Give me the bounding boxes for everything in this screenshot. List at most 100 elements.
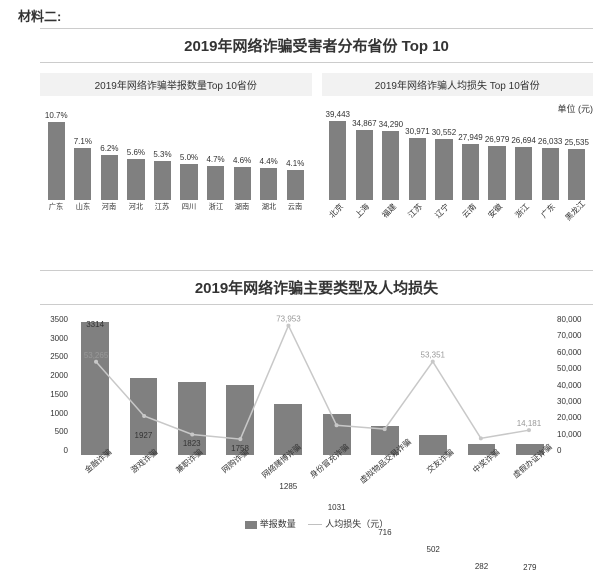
bar-value: 26,033	[538, 137, 562, 146]
ytick-left: 1000	[40, 409, 68, 418]
bar-value: 5.6%	[127, 148, 145, 157]
legend-bar-swatch	[245, 521, 257, 529]
bar-label: 四川	[182, 203, 196, 210]
combo-bar-value: 1031	[328, 503, 346, 512]
bar-col: 26,033广东	[538, 137, 563, 211]
bar-col: 34,867上海	[352, 119, 377, 211]
bar	[542, 148, 559, 200]
bar-value: 7.1%	[74, 137, 92, 146]
bar-value: 26,979	[485, 135, 509, 144]
section2-title: 2019年网络诈骗主要类型及人均损失	[40, 270, 593, 305]
bar-col: 26,694浙江	[511, 136, 536, 211]
ytick-right: 30,000	[557, 397, 593, 406]
bar	[260, 168, 277, 200]
combo-col: 1758	[217, 385, 263, 455]
section2: 2019年网络诈骗主要类型及人均损失 350030002500200015001…	[40, 270, 593, 530]
bar-value: 27,949	[458, 133, 482, 142]
bar-col: 34,290福建	[379, 120, 404, 211]
right-unit: 单位 (元)	[322, 102, 594, 114]
bar-label: 浙江	[208, 203, 222, 210]
bar-col: 27,949云南	[458, 133, 483, 211]
bar-label: 广东	[540, 203, 557, 220]
ytick-right: 10,000	[557, 430, 593, 439]
ytick-left: 2000	[40, 371, 68, 380]
bar-label: 福建	[381, 203, 398, 220]
bar-value: 26,694	[511, 136, 535, 145]
legend-line-swatch	[308, 524, 322, 525]
bar-col: 4.7% 浙江	[203, 155, 228, 211]
bar-col: 5.3%江苏	[150, 150, 175, 211]
section1: 2019年网络诈骗受害者分布省份 Top 10 2019年网络诈骗举报数量Top…	[40, 28, 593, 211]
bar-col: 5.0% 四川	[177, 153, 202, 211]
ytick-right: 80,000	[557, 315, 593, 324]
bar-col: 7.1% 山东	[71, 137, 96, 211]
bar	[409, 138, 426, 200]
bar	[287, 170, 304, 200]
left-bars: 10.7%广东7.1%山东6.2%河南5.6%河北5.3%江苏5.0%四川4.7…	[40, 116, 312, 211]
bar	[515, 147, 532, 200]
bar-value: 6.2%	[100, 144, 118, 153]
bar-col: 39,443北京	[326, 110, 351, 211]
bar-col: 6.2%河南	[97, 144, 122, 211]
ytick-left: 500	[40, 427, 68, 436]
bar	[356, 130, 373, 200]
bar-value: 4.1%	[286, 159, 304, 168]
section1-title: 2019年网络诈骗受害者分布省份 Top 10	[40, 28, 593, 63]
combo-bar-value: 279	[523, 563, 536, 572]
ytick-right: 0	[557, 446, 593, 455]
bar-label: 江苏	[408, 203, 425, 220]
y-axis-right: 80,000 70,000 60,000 50,000 40,000 30,000 20,0…	[557, 315, 593, 455]
right-bars: 39,443北京34,867上海34,290福建30,971江苏30,552辽宁…	[322, 116, 594, 211]
bar-col: 5.6%河北	[124, 148, 149, 211]
bar-col: 10.7%广东	[44, 111, 69, 211]
combo-col: 3314	[72, 322, 118, 455]
bar-col: 25,535黑龙江	[564, 138, 589, 211]
bar-col: 30,552辽宁	[432, 128, 457, 211]
combo-bar-value: 716	[378, 528, 391, 537]
bar-value: 25,535	[564, 138, 588, 147]
y-axis-left: 3500300025002000150010005000	[40, 315, 68, 455]
ytick-left: 2500	[40, 352, 68, 361]
ytick-right: 60,000	[557, 348, 593, 357]
combo-bar-value: 1927	[135, 431, 153, 440]
ytick-right: 50,000	[557, 364, 593, 373]
combo-plot: 331419271823175812851031716502282279	[72, 315, 553, 455]
ytick-right: 20,000	[557, 413, 593, 422]
combo-chart: 3500300025002000150010005000 33141927182…	[40, 315, 593, 485]
left-unit	[40, 102, 312, 114]
bar-col: 26,979安徽	[485, 135, 510, 211]
bar-label: 广东	[49, 203, 63, 210]
bar-col: 4.4% 湖北	[256, 157, 281, 211]
ytick-right: 40,000	[557, 381, 593, 390]
right-subtitle: 2019年网络诈骗人均损失 Top 10省份	[322, 73, 594, 96]
bar-label: 湖北	[261, 203, 275, 210]
bar	[382, 131, 399, 200]
bar-value: 34,290	[379, 120, 403, 129]
ytick-left: 0	[40, 446, 68, 455]
top-charts-row: 2019年网络诈骗举报数量Top 10省份 10.7%广东7.1%山东6.2%河…	[40, 73, 593, 211]
bar-label: 湖南	[235, 203, 249, 210]
bar-value: 4.7%	[206, 155, 224, 164]
bar-value: 30,971	[405, 127, 429, 136]
bar-value: 4.4%	[260, 157, 278, 166]
bar-value: 4.6%	[233, 156, 251, 165]
bar-value: 39,443	[326, 110, 350, 119]
bar-label: 云南	[461, 203, 478, 220]
bar-label: 安徽	[487, 203, 504, 220]
bar-label: 北京	[328, 203, 345, 220]
combo-bar-value: 502	[427, 545, 440, 554]
bar	[488, 146, 505, 200]
bar	[154, 161, 171, 200]
bar-value: 5.0%	[180, 153, 198, 162]
bar-value: 34,867	[352, 119, 376, 128]
bar-label: 山东	[76, 203, 90, 210]
ytick-left: 3000	[40, 334, 68, 343]
bar-col: 4.6% 湖南	[230, 156, 255, 211]
ytick-left: 3500	[40, 315, 68, 324]
ytick-right: 70,000	[557, 331, 593, 340]
combo-bar	[81, 322, 109, 455]
legend-bar-label: 举报数量	[260, 519, 296, 529]
bar	[329, 121, 346, 200]
right-chart: 2019年网络诈骗人均损失 Top 10省份 单位 (元) 39,443北京34…	[322, 73, 594, 211]
bar-label: 黑龙江	[564, 200, 587, 223]
